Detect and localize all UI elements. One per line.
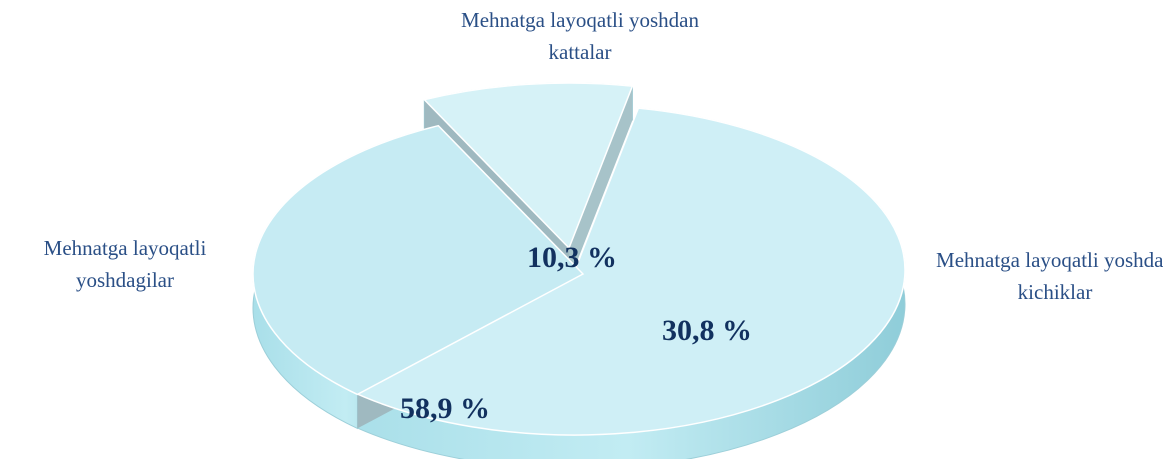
pie-tops [252,82,906,436]
slice [347,107,906,436]
slice [422,82,634,250]
value-label: 30,8 % [662,314,752,347]
category-label: Mehnatga layoqatli yoshdagilar [43,236,207,292]
slice [252,124,585,396]
category-label: Mehnatga layoqatli yoshdan kattalar [461,8,699,64]
slice-side-face [569,86,633,283]
category-label: Mehnatga layoqatli yoshdan kichiklar [936,248,1163,304]
value-label: 10,3 % [527,241,617,274]
value-label: 58,9 % [400,392,490,425]
